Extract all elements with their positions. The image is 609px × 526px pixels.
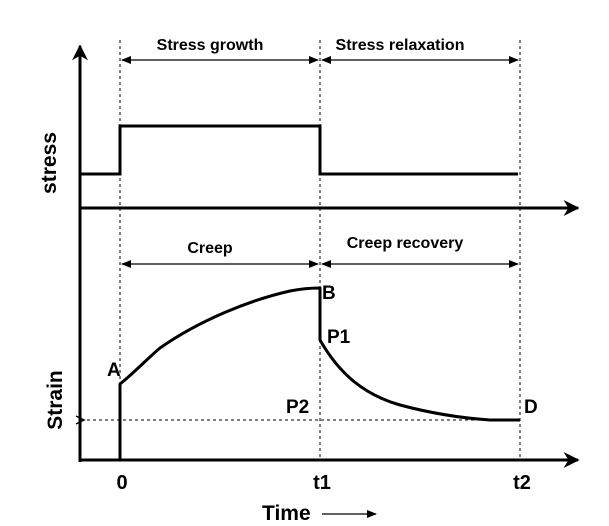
stress-growth-label: Stress growth — [157, 37, 264, 54]
strain-curve — [118, 286, 520, 460]
tick-t2-label: t2 — [513, 472, 531, 494]
stress-curve — [80, 124, 518, 176]
time-axis-label: Time — [262, 502, 311, 525]
creep-recovery-label: Creep recovery — [347, 235, 464, 252]
tick-t1-label: t1 — [313, 472, 331, 494]
creep-label: Creep — [187, 240, 233, 257]
point-d-label: D — [524, 397, 538, 418]
point-p2-label: P2 — [286, 397, 309, 418]
tick-0-label: 0 — [116, 472, 127, 494]
stress-relaxation-label: Stress relaxation — [336, 37, 465, 54]
point-p1-label: P1 — [327, 327, 351, 348]
point-a-label: A — [107, 360, 121, 381]
stress-axis-label: stress — [38, 132, 61, 194]
point-b-label: B — [322, 283, 336, 304]
strain-axis-label: Strain — [44, 370, 67, 430]
